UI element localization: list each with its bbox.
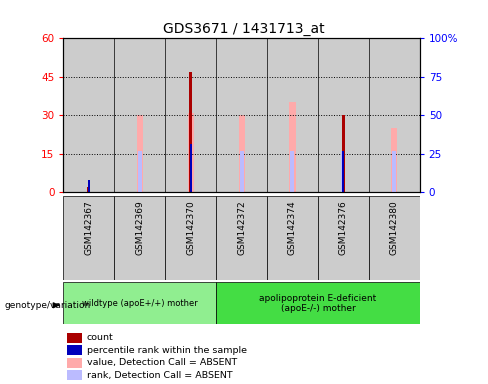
Bar — [67, 358, 82, 368]
Bar — [67, 345, 82, 355]
Text: genotype/variation: genotype/variation — [5, 301, 91, 310]
Bar — [114, 196, 165, 280]
Bar — [240, 151, 244, 192]
Bar — [216, 38, 267, 192]
Bar — [342, 151, 345, 192]
Bar — [67, 370, 82, 380]
Text: GSM142374: GSM142374 — [288, 200, 297, 255]
Bar — [138, 151, 142, 192]
Bar — [216, 282, 420, 324]
Text: GDS3671 / 1431713_at: GDS3671 / 1431713_at — [163, 22, 325, 36]
Bar — [318, 196, 369, 280]
Bar — [342, 115, 345, 192]
Text: apolipoprotein E-deficient
(apoE-/-) mother: apolipoprotein E-deficient (apoE-/-) mot… — [259, 294, 377, 313]
Text: wildtype (apoE+/+) mother: wildtype (apoE+/+) mother — [82, 299, 198, 308]
Bar — [267, 38, 318, 192]
Bar — [369, 196, 420, 280]
Bar — [289, 103, 296, 192]
Text: GSM142370: GSM142370 — [186, 200, 195, 255]
Text: rank, Detection Call = ABSENT: rank, Detection Call = ABSENT — [86, 371, 232, 380]
Bar — [165, 196, 216, 280]
Bar — [267, 196, 318, 280]
Text: count: count — [86, 333, 113, 342]
Bar — [63, 282, 216, 324]
Bar — [88, 180, 90, 192]
Bar — [165, 38, 216, 192]
Bar — [63, 38, 114, 192]
Bar — [239, 115, 244, 192]
Text: percentile rank within the sample: percentile rank within the sample — [86, 346, 246, 355]
Bar — [216, 196, 267, 280]
Text: GSM142367: GSM142367 — [84, 200, 93, 255]
Text: GSM142376: GSM142376 — [339, 200, 348, 255]
Bar — [190, 144, 192, 192]
Text: value, Detection Call = ABSENT: value, Detection Call = ABSENT — [86, 358, 237, 367]
Bar — [189, 72, 192, 192]
Bar — [318, 38, 369, 192]
Bar — [392, 151, 396, 192]
Bar — [137, 115, 143, 192]
Bar — [63, 196, 114, 280]
Text: GSM142372: GSM142372 — [237, 200, 246, 255]
Bar — [391, 128, 397, 192]
Bar — [290, 151, 294, 192]
Bar — [341, 151, 346, 192]
Bar — [67, 333, 82, 343]
Bar — [114, 38, 165, 192]
Bar — [87, 187, 90, 192]
Bar — [369, 38, 420, 192]
Text: GSM142369: GSM142369 — [135, 200, 144, 255]
Text: GSM142380: GSM142380 — [390, 200, 399, 255]
Bar — [187, 113, 194, 192]
